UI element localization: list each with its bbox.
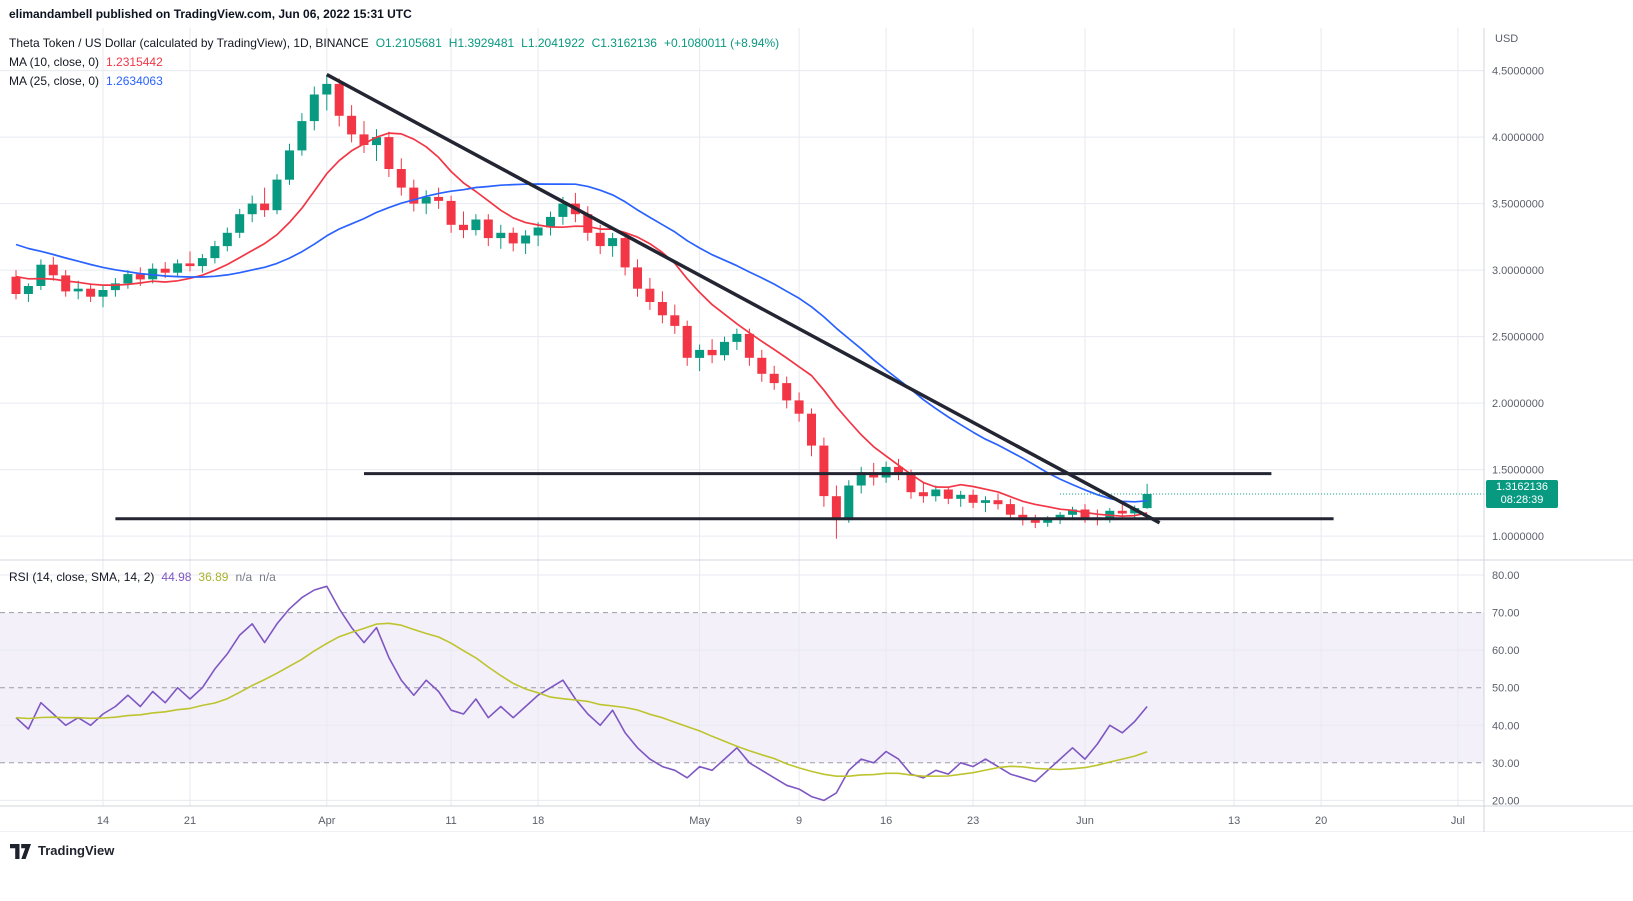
ma10-value: 1.2315442 xyxy=(106,54,163,69)
symbol-legend: Theta Token / US Dollar (calculated by T… xyxy=(9,33,786,90)
svg-text:16: 16 xyxy=(880,815,892,827)
descending-trendline[interactable] xyxy=(325,73,1161,525)
ma10-line[interactable] xyxy=(15,132,1148,518)
ma25-value: 1.2634063 xyxy=(106,73,163,88)
rsi-sma-line[interactable] xyxy=(15,622,1148,778)
svg-text:40.00: 40.00 xyxy=(1492,720,1520,732)
svg-text:3.5000000: 3.5000000 xyxy=(1492,199,1544,211)
ohlc-high: H1.3929481 xyxy=(448,35,515,50)
tradingview-brand-text[interactable]: TradingView xyxy=(38,843,115,858)
symbol-legend-row: Theta Token / US Dollar (calculated by T… xyxy=(9,33,786,52)
svg-text:May: May xyxy=(689,815,710,827)
ma25-line[interactable] xyxy=(15,183,1148,503)
svg-text:Apr: Apr xyxy=(318,815,335,827)
svg-text:2.0000000: 2.0000000 xyxy=(1492,398,1544,410)
ma25-legend-row: MA (25, close, 0) 1.2634063 xyxy=(9,71,786,90)
svg-text:9: 9 xyxy=(796,815,802,827)
bar-countdown: 08:28:39 xyxy=(1500,493,1544,506)
ma10-label[interactable]: MA (10, close, 0) xyxy=(9,54,100,69)
svg-text:14: 14 xyxy=(97,815,109,827)
publish-header: elimandambell published on TradingView.c… xyxy=(0,0,1633,28)
svg-text:23: 23 xyxy=(967,815,979,827)
svg-text:2.5000000: 2.5000000 xyxy=(1492,332,1544,344)
ohlc-low: L1.2041922 xyxy=(521,35,585,50)
ma25-label[interactable]: MA (25, close, 0) xyxy=(9,73,100,88)
price-axis-currency-label[interactable]: USD xyxy=(1495,33,1519,45)
svg-text:18: 18 xyxy=(532,815,544,827)
price-axis-labels[interactable]: 4.5000000 4.0000000 3.5000000 3.0000000 2.50… xyxy=(1492,66,1544,543)
svg-text:4.0000000: 4.0000000 xyxy=(1492,132,1544,144)
svg-text:Jun: Jun xyxy=(1076,815,1094,827)
candles-layer[interactable] xyxy=(11,74,1152,539)
svg-text:3.0000000: 3.0000000 xyxy=(1492,265,1544,277)
last-price-value: 1.3162136 xyxy=(1496,480,1548,493)
publish-attribution-text: elimandambell published on TradingView.c… xyxy=(9,7,412,21)
svg-text:13: 13 xyxy=(1228,815,1240,827)
svg-text:20.00: 20.00 xyxy=(1492,795,1520,807)
svg-text:4.5000000: 4.5000000 xyxy=(1492,66,1544,78)
svg-text:30.00: 30.00 xyxy=(1492,758,1520,770)
tradingview-logo-icon[interactable] xyxy=(10,844,31,859)
rsi-indicator-label[interactable]: RSI (14, close, SMA, 14, 2) xyxy=(9,569,155,584)
rsi-line[interactable] xyxy=(15,585,1148,802)
rsi-na-value-2: n/a xyxy=(259,569,276,584)
rsi-legend: RSI (14, close, SMA, 14, 2) 44.98 36.89 … xyxy=(9,567,283,586)
rsi-na-value-1: n/a xyxy=(235,569,253,584)
last-price-badge: 1.3162136 08:28:39 xyxy=(1486,479,1558,508)
svg-text:70.00: 70.00 xyxy=(1492,608,1520,620)
rsi-value: 44.98 xyxy=(161,569,192,584)
drawings-layer[interactable] xyxy=(115,73,1334,525)
svg-text:80.00: 80.00 xyxy=(1492,570,1520,582)
ohlc-open: O1.2105681 xyxy=(375,35,442,50)
symbol-title[interactable]: Theta Token / US Dollar (calculated by T… xyxy=(9,35,369,50)
svg-text:Jul: Jul xyxy=(1451,815,1465,827)
svg-text:20: 20 xyxy=(1315,815,1327,827)
grid-layer xyxy=(0,28,1484,806)
svg-text:1.0000000: 1.0000000 xyxy=(1492,531,1544,543)
time-axis-labels[interactable]: 14 21 Apr 11 18 May 9 16 23 Jun 13 20 Jul xyxy=(97,815,1465,827)
rsi-axis-labels[interactable]: 80.00 70.00 60.00 50.00 40.00 30.00 20.00 xyxy=(1492,570,1520,807)
rsi-legend-row: RSI (14, close, SMA, 14, 2) 44.98 36.89 … xyxy=(9,567,283,586)
footer-bar: TradingView xyxy=(0,832,1633,901)
svg-text:1.5000000: 1.5000000 xyxy=(1492,465,1544,477)
ohlc-change: +0.1080011 (+8.94%) xyxy=(663,35,780,50)
svg-text:60.00: 60.00 xyxy=(1492,645,1520,657)
svg-text:21: 21 xyxy=(184,815,196,827)
ohlc-close: C1.3162136 xyxy=(591,35,657,50)
ma10-legend-row: MA (10, close, 0) 1.2315442 xyxy=(9,52,786,71)
rsi-sma-value: 36.89 xyxy=(198,569,229,584)
svg-text:50.00: 50.00 xyxy=(1492,683,1520,695)
svg-text:11: 11 xyxy=(445,815,456,827)
